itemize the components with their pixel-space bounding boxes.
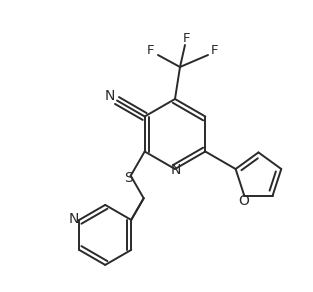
Text: F: F xyxy=(182,32,190,44)
Text: N: N xyxy=(105,88,115,102)
Text: S: S xyxy=(124,171,133,185)
Text: O: O xyxy=(238,194,249,208)
Text: F: F xyxy=(211,44,219,58)
Text: N: N xyxy=(69,212,80,226)
Text: F: F xyxy=(147,44,155,58)
Text: N: N xyxy=(171,163,181,177)
